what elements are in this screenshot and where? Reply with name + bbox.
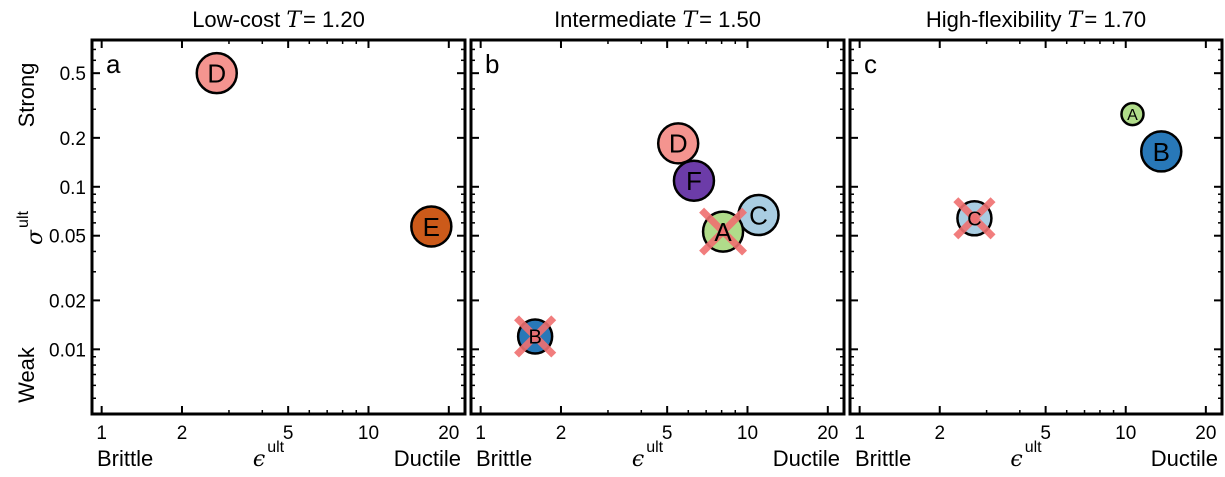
point-label-D: D	[207, 59, 226, 89]
title-temperature-symbol: T	[286, 8, 303, 33]
x-axis-superscript: ult	[646, 439, 663, 456]
x-end-label-ductile: Ductile	[394, 446, 461, 471]
plot-frame	[848, 38, 1224, 416]
plot-frame	[469, 38, 846, 416]
point-marker-F	[672, 159, 716, 202]
x-axis-label: ϵ ult	[632, 439, 664, 472]
point-F: F	[672, 159, 716, 202]
x-axis-label: ϵ ult	[1010, 439, 1042, 472]
panel-c: High-flexibility T= 1.70 c 1 2 5 10 20 Brittle D…	[848, 7, 1224, 472]
point-label-B: B	[528, 327, 541, 349]
point-label-E: E	[423, 212, 440, 242]
point-E: E	[410, 205, 453, 248]
plot-frame	[90, 38, 467, 416]
x-end-label-brittle: Brittle	[97, 446, 153, 471]
point-marker-D	[656, 122, 700, 165]
x-axis-label: ϵ ult	[253, 439, 285, 472]
x-tick-label: 5	[1040, 423, 1051, 444]
y-end-label-weak: Weak	[14, 346, 39, 403]
panel-a: Low-cost T= 1.20 a 1 2 5 10 20 0.01 0.02 0.05 0.1 0…	[14, 7, 467, 472]
y-tick-label: 0.2	[60, 129, 86, 150]
point-B: B	[514, 315, 557, 358]
x-tick-label: 2	[556, 423, 567, 444]
point-C: C	[953, 197, 996, 240]
title-text: High-flexibility	[926, 7, 1068, 32]
point-marker-E	[410, 205, 453, 248]
y-tick-label: 0.5	[60, 64, 86, 85]
x-axis-superscript: ult	[267, 439, 284, 456]
y-axis-label: σ ult	[15, 210, 48, 244]
panel-label: b	[485, 49, 499, 79]
x-tick-label: 20	[817, 423, 838, 444]
x-axis-symbol: ϵ	[1010, 447, 1022, 472]
y-tick-label: 0.01	[49, 340, 86, 361]
x-tick-label: 2	[934, 423, 945, 444]
y-axis-symbol: σ	[23, 229, 48, 245]
x-end-label-brittle: Brittle	[476, 446, 532, 471]
x-tick-label: 10	[737, 423, 758, 444]
x-tick-label: 5	[662, 423, 673, 444]
cross-mark-B	[514, 315, 557, 358]
title-temperature-symbol: T	[682, 8, 699, 33]
point-B: B	[1140, 130, 1183, 173]
point-marker-B	[1140, 130, 1183, 173]
point-label-A: A	[714, 217, 732, 247]
y-tick-label: 0.02	[49, 291, 86, 312]
point-marker-A	[1120, 101, 1145, 127]
point-label-C: C	[967, 208, 981, 230]
point-marker-D	[195, 51, 239, 95]
chart-title: High-flexibility T= 1.70	[926, 7, 1146, 33]
panel-label: a	[106, 49, 121, 79]
x-tick-label: 20	[438, 423, 459, 444]
panel-label: c	[864, 49, 877, 79]
x-axis-symbol: ϵ	[632, 447, 644, 472]
x-tick-label: 20	[1195, 423, 1216, 444]
y-tick-label: 0.05	[49, 227, 86, 248]
x-tick-label: 10	[1115, 423, 1136, 444]
x-tick-label: 2	[177, 423, 188, 444]
x-end-label-brittle: Brittle	[855, 446, 911, 471]
chart-title: Intermediate T= 1.50	[554, 7, 761, 33]
point-label-B: B	[1153, 137, 1170, 167]
x-tick-label: 1	[475, 423, 486, 444]
point-label-A: A	[1127, 107, 1138, 124]
point-label-C: C	[749, 200, 768, 230]
point-D: D	[195, 51, 239, 95]
point-D: D	[656, 122, 700, 165]
panel-b: Intermediate T= 1.50 b 1 2 5 10 20 Brittle Ducti…	[469, 7, 846, 472]
x-axis-superscript: ult	[1025, 439, 1042, 456]
x-end-label-ductile: Ductile	[773, 446, 840, 471]
title-value: = 1.20	[303, 7, 365, 32]
chart-title: Low-cost T= 1.20	[192, 7, 365, 33]
x-tick-label: 1	[96, 423, 107, 444]
x-tick-label: 5	[283, 423, 294, 444]
title-temperature-symbol: T	[1068, 8, 1085, 33]
y-axis-superscript: ult	[15, 210, 32, 227]
x-axis-symbol: ϵ	[253, 447, 265, 472]
point-A: A	[1120, 101, 1145, 127]
y-end-label-strong: Strong	[14, 63, 39, 128]
title-value: = 1.70	[1084, 7, 1146, 32]
point-label-D: D	[669, 129, 688, 159]
x-end-label-ductile: Ductile	[1151, 446, 1218, 471]
x-tick-label: 1	[854, 423, 865, 444]
point-label-F: F	[686, 166, 702, 196]
title-text: Intermediate	[554, 7, 682, 32]
title-value: = 1.50	[699, 7, 761, 32]
y-tick-label: 0.1	[60, 178, 86, 199]
title-text: Low-cost	[192, 7, 286, 32]
x-tick-label: 10	[358, 423, 379, 444]
cross-mark-A	[699, 207, 748, 256]
point-A: A	[699, 207, 748, 256]
cross-mark-C	[953, 197, 996, 240]
